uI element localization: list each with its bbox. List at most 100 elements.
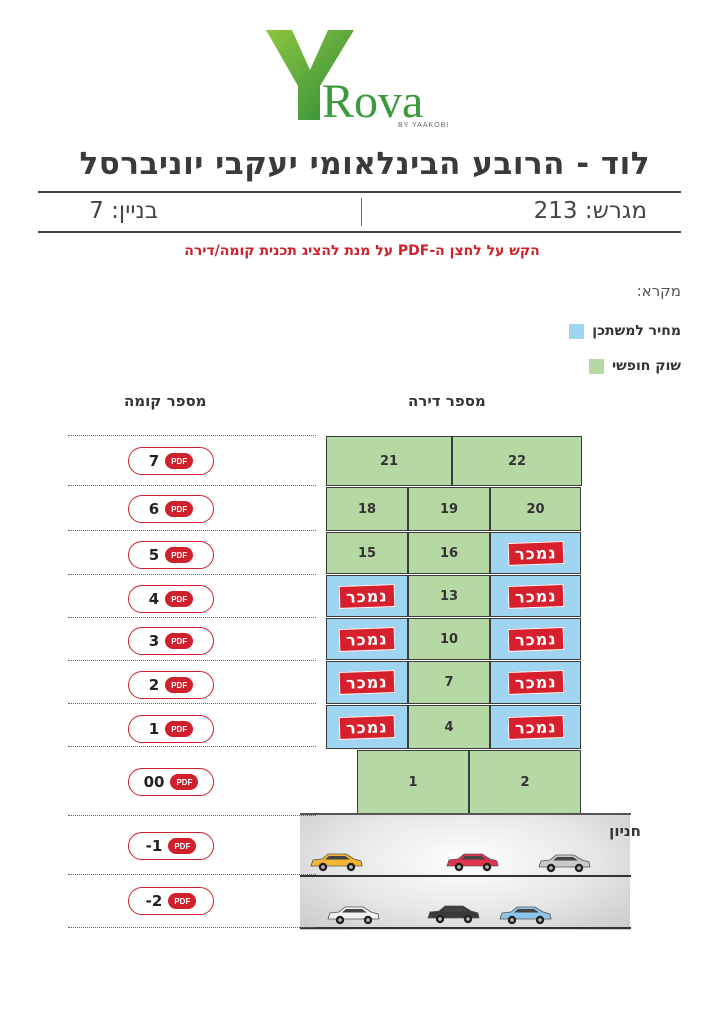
apartment-18[interactable]: 18 — [326, 487, 408, 531]
floor-number: -1 — [145, 837, 163, 855]
apartment-9[interactable]: נמכר — [326, 618, 408, 660]
sold-badge: נמכר — [338, 714, 396, 740]
pdf-icon: PDF — [165, 677, 194, 693]
legend-item-free-market: שוק חופשי — [589, 358, 681, 374]
floor-number: 3 — [148, 632, 160, 650]
apartment-1[interactable]: 1 — [357, 750, 469, 814]
floor-number: 5 — [148, 546, 160, 564]
pdf-icon: PDF — [165, 591, 194, 607]
floor-number: -2 — [145, 892, 163, 910]
logo-wordmark: Rova — [322, 75, 424, 128]
floor-number: 4 — [148, 590, 160, 608]
apartment-7[interactable]: 7 — [408, 661, 490, 704]
floor-separator — [68, 485, 316, 486]
floor-number: 7 — [148, 452, 160, 470]
floor-separator — [68, 874, 316, 875]
ground-line — [300, 813, 631, 815]
car-icon — [499, 906, 552, 925]
floor-separator — [68, 574, 316, 575]
apartment-3[interactable]: נמכר — [326, 705, 408, 749]
apartment-2[interactable]: 2 — [469, 750, 581, 814]
pdf-icon: PDF — [165, 547, 194, 563]
apartment-20[interactable]: 20 — [490, 487, 581, 531]
floor-separator — [68, 815, 316, 816]
car-icon — [446, 853, 499, 872]
floor-pdf-button[interactable]: 3 PDF — [128, 627, 214, 655]
apartment-5[interactable]: נמכר — [490, 705, 581, 749]
floor-pdf-button[interactable]: 00 PDF — [128, 768, 214, 796]
page-title: לוד - הרובע הבינלאומי יעקבי יוניברסל — [79, 146, 650, 182]
apartment-column-header: מספר דירה — [408, 392, 486, 410]
legend-label: מחיר למשתכן — [592, 323, 681, 339]
pdf-icon: PDF — [165, 453, 194, 469]
apartment-14[interactable]: נמכר — [490, 575, 581, 617]
legend-item-subsidized: מחיר למשתכן — [569, 323, 681, 339]
apartment-21[interactable]: 21 — [326, 436, 452, 486]
floor-column-header: מספר קומה — [124, 392, 207, 410]
floor-pdf-button[interactable]: 2 PDF — [128, 671, 214, 699]
floor-separator — [68, 617, 316, 618]
floor-pdf-button[interactable]: 1 PDF — [128, 715, 214, 743]
legend-swatch-subsidized — [569, 323, 585, 339]
legend-swatch-free-market — [589, 358, 605, 374]
sold-badge: נמכר — [507, 626, 564, 652]
parking-level-minus1-line — [300, 875, 631, 877]
apartment-13[interactable]: 13 — [408, 575, 490, 617]
floor-separator — [68, 435, 316, 436]
floor-pdf-button[interactable]: 4 PDF — [128, 585, 214, 613]
header-separator — [361, 198, 362, 226]
parking-level-minus2-line — [300, 927, 631, 929]
apartment-19[interactable]: 19 — [408, 487, 490, 531]
floor-separator — [68, 660, 316, 661]
sold-badge: נמכר — [338, 670, 396, 695]
pdf-icon: PDF — [165, 633, 194, 649]
car-icon — [538, 854, 591, 873]
floor-number: 00 — [143, 773, 165, 791]
apartment-12[interactable]: נמכר — [326, 575, 408, 617]
sold-badge: נמכר — [338, 626, 396, 652]
pdf-icon: PDF — [168, 838, 197, 854]
floor-separator — [68, 927, 316, 928]
logo-tagline: BY YAAKOBI — [398, 122, 450, 129]
floor-separator — [68, 530, 316, 531]
floor-separator — [68, 703, 316, 704]
plot-number: מגרש: 213 — [533, 198, 647, 224]
sold-badge: נמכר — [507, 540, 564, 566]
apartment-22[interactable]: 22 — [452, 436, 582, 486]
car-icon — [427, 905, 480, 924]
pdf-icon: PDF — [165, 721, 194, 737]
pdf-instruction: הקש על לחצן ה-PDF על מנת להציג תכנית קומ… — [184, 243, 540, 259]
title-divider — [38, 191, 681, 193]
floor-number: 2 — [148, 676, 160, 694]
header-divider — [38, 231, 681, 233]
sold-badge: נמכר — [507, 583, 564, 609]
apartment-11[interactable]: נמכר — [490, 618, 581, 660]
apartment-10[interactable]: 10 — [408, 618, 490, 660]
sold-badge: נמכר — [338, 583, 396, 609]
building-number: בניין: 7 — [89, 198, 158, 224]
apartment-4[interactable]: 4 — [408, 705, 490, 749]
parking-label: חניון — [609, 822, 641, 840]
floor-number: 6 — [148, 500, 160, 518]
floor-pdf-button[interactable]: 7 PDF — [128, 447, 214, 475]
car-icon — [327, 906, 380, 925]
floor-pdf-button[interactable]: -1 PDF — [128, 832, 214, 860]
pdf-icon: PDF — [165, 501, 194, 517]
floor-separator — [68, 746, 316, 747]
sold-badge: נמכר — [507, 714, 564, 740]
apartment-17[interactable]: נמכר — [490, 532, 581, 574]
sold-badge: נמכר — [507, 670, 564, 695]
floor-number: 1 — [148, 720, 160, 738]
floor-pdf-button[interactable]: -2 PDF — [128, 887, 214, 915]
pdf-icon: PDF — [168, 893, 197, 909]
yrova-logo: Rova BY YAAKOBI — [262, 26, 462, 136]
apartment-16[interactable]: 16 — [408, 532, 490, 574]
legend-title: מקרא: — [636, 282, 681, 300]
legend-label: שוק חופשי — [612, 358, 681, 374]
car-icon — [310, 853, 363, 872]
apartment-15[interactable]: 15 — [326, 532, 408, 574]
apartment-8[interactable]: נמכר — [490, 661, 581, 704]
floor-pdf-button[interactable]: 6 PDF — [128, 495, 214, 523]
apartment-6[interactable]: נמכר — [326, 661, 408, 704]
floor-pdf-button[interactable]: 5 PDF — [128, 541, 214, 569]
